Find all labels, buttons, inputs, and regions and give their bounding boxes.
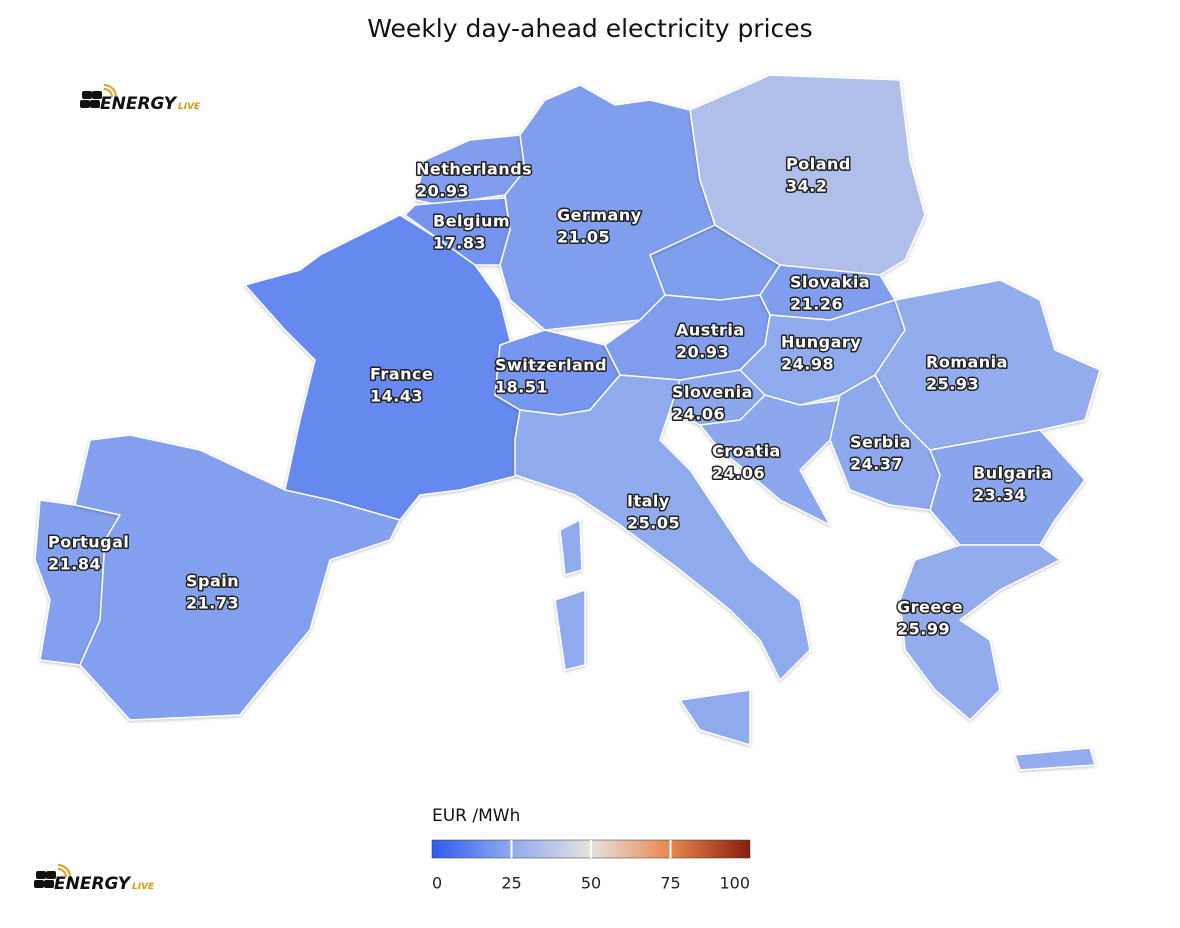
country-name: Austria: [676, 321, 745, 340]
logo: ENERGY LIVE: [34, 864, 155, 894]
scale-tick-label: 100: [719, 874, 750, 893]
country-value: 21.26: [790, 295, 843, 314]
country-name: Poland: [786, 155, 851, 174]
region-labels: Netherlands 20.93 Belgium 17.83 Germany 21.05…: [47, 153, 1054, 640]
map-regions: [34, 74, 1101, 771]
country-name: Portugal: [48, 533, 129, 552]
logo-block: [46, 871, 56, 879]
logo-block: [92, 91, 102, 99]
country-name: Slovakia: [790, 273, 870, 292]
logo-suffix: LIVE: [178, 102, 201, 112]
country-value: 24.37: [850, 455, 903, 474]
country-name: France: [370, 365, 433, 384]
country-name: Greece: [897, 598, 963, 617]
country-name: Slovenia: [672, 383, 753, 402]
logo-block: [82, 91, 92, 99]
country: [899, 544, 1061, 721]
logo: ENERGY LIVE: [80, 84, 201, 114]
country-name: Switzerland: [495, 356, 607, 375]
chart-title: Weekly day-ahead electricity prices: [367, 14, 812, 43]
logo-block: [36, 871, 46, 879]
country: [554, 589, 586, 671]
logo-name: ENERGY: [54, 874, 132, 894]
country-value: 24.06: [712, 464, 765, 483]
country-name: Italy: [627, 492, 670, 511]
country: [74, 434, 401, 721]
country-value: 20.93: [676, 343, 729, 362]
country-name: Serbia: [850, 433, 911, 452]
country-value: 21.73: [186, 594, 239, 613]
country-value: 21.05: [557, 228, 610, 247]
logo-suffix: LIVE: [132, 882, 155, 892]
country: [559, 519, 583, 576]
country-name: Germany: [557, 206, 642, 225]
country-name: Romania: [926, 353, 1008, 372]
country-value: 25.05: [627, 514, 680, 533]
country-name: Netherlands: [416, 160, 532, 179]
country: [1014, 747, 1096, 771]
scale-tick-label: 0: [432, 874, 442, 893]
country-value: 23.34: [973, 486, 1026, 505]
country-name: Belgium: [433, 212, 510, 231]
country: [514, 374, 811, 681]
scale-tick-label: 75: [660, 874, 680, 893]
country-value: 34.2: [786, 177, 827, 196]
country: [929, 429, 1086, 546]
country-name: Croatia: [712, 442, 781, 461]
country-name: Bulgaria: [973, 464, 1053, 483]
logo-block: [80, 100, 90, 108]
country-value: 24.98: [781, 355, 834, 374]
country-value: 21.84: [48, 555, 101, 574]
country-name: Hungary: [781, 333, 861, 352]
country-value: 17.83: [433, 234, 486, 253]
country-value: 14.43: [370, 387, 423, 406]
country-value: 25.93: [926, 375, 979, 394]
scale-tick-label: 50: [581, 874, 601, 893]
legend-title: EUR /MWh: [432, 806, 520, 826]
logo-block: [34, 880, 44, 888]
country-value: 25.99: [897, 620, 950, 639]
country: [699, 394, 841, 526]
country: [689, 74, 926, 276]
country-name: Spain: [186, 572, 239, 591]
country: [679, 689, 751, 746]
logo-name: ENERGY: [100, 94, 178, 114]
logo-block: [44, 880, 54, 888]
country-value: 18.51: [495, 378, 548, 397]
logo-signal: [57, 864, 71, 878]
country-value: 20.93: [416, 182, 469, 201]
logo-signal: [103, 84, 117, 98]
color-legend: EUR /MWh 0 25 50 75 100: [431, 806, 751, 893]
country-value: 24.06: [672, 405, 725, 424]
scale-tick-label: 25: [501, 874, 521, 893]
logo-block: [90, 100, 100, 108]
